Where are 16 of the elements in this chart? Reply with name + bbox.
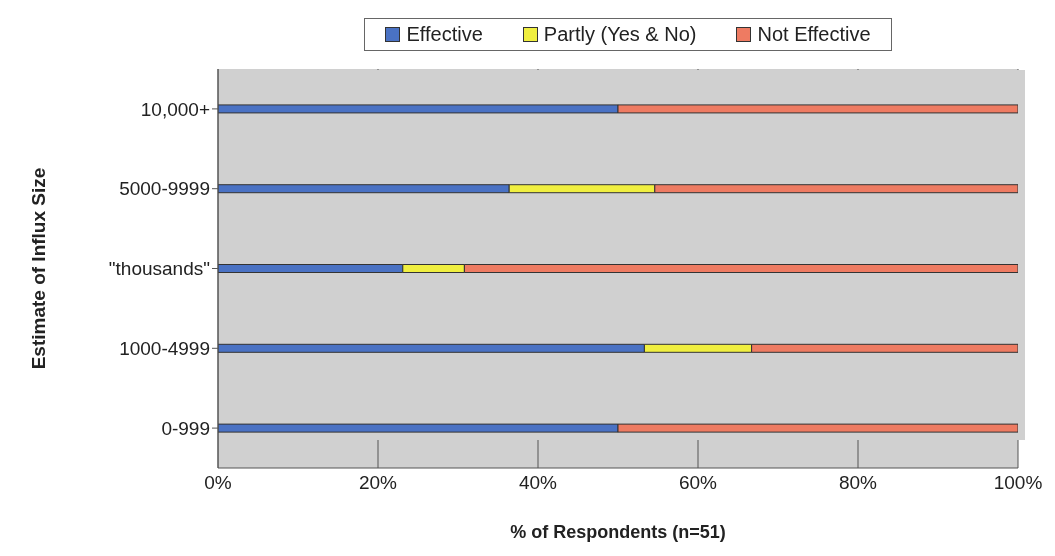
legend-label: Partly (Yes & No) <box>542 23 697 46</box>
x-tick-label: 40% <box>518 472 558 494</box>
y-tick-label: 0-999 <box>161 417 210 439</box>
x-tick-label: 80% <box>838 472 878 494</box>
x-axis-title: % of Respondents (n=51) <box>510 522 726 542</box>
x-tick-label: 60% <box>678 472 718 494</box>
y-tick-label: 10,000+ <box>140 98 210 120</box>
legend-label: Effective <box>405 23 483 46</box>
y-tick-label: "thousands" <box>108 258 210 280</box>
x-tick-label: 20% <box>358 472 398 494</box>
y-tick-label: 5000-9999 <box>119 178 210 200</box>
x-tick-label: 100% <box>993 472 1043 494</box>
y-axis-title: Estimate of Influx Size <box>27 167 49 370</box>
x-tick-label: 0% <box>204 472 232 494</box>
y-tick-label: 1000-4999 <box>119 338 210 360</box>
legend-label: Not Effective <box>756 23 871 46</box>
